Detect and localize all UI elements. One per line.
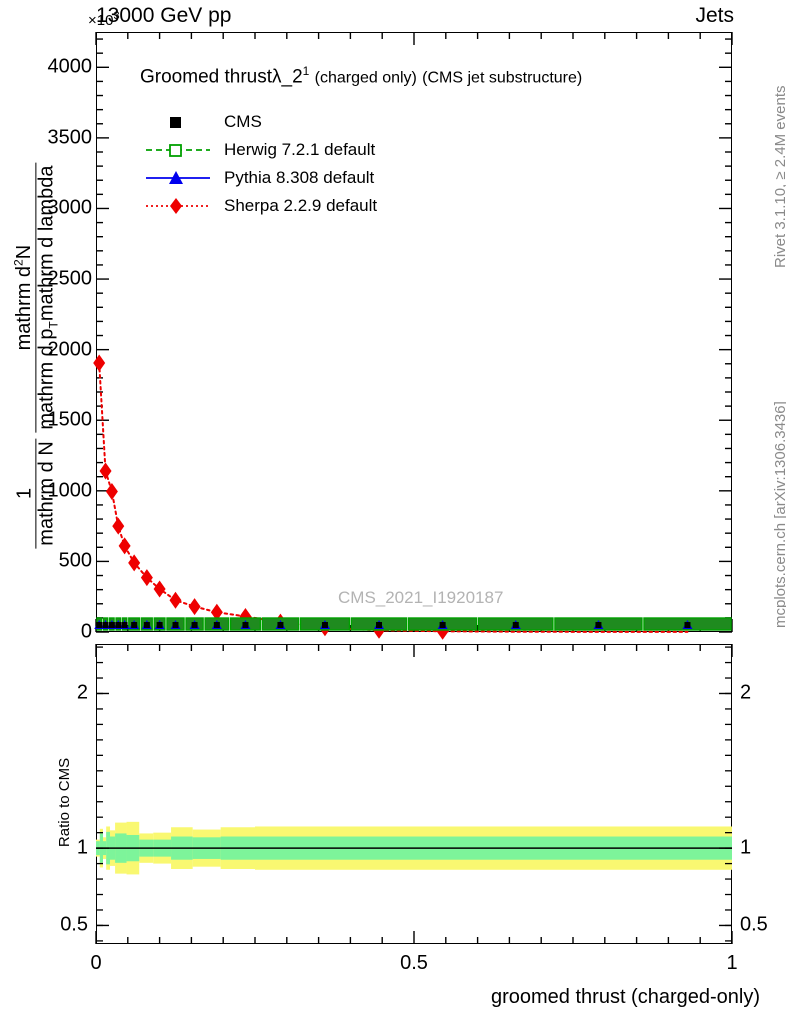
y-axis-tick-label: 500 xyxy=(58,549,92,572)
y-axis-tick-label: 3500 xyxy=(47,126,93,149)
ratio-y-tick-label-right: 1 xyxy=(740,836,752,859)
cms-data-point[interactable] xyxy=(512,622,519,628)
main-plot-panel xyxy=(96,32,732,632)
cms-data-point[interactable] xyxy=(242,622,249,628)
cms-data-point[interactable] xyxy=(376,622,383,628)
y-axis-tick-label: 0 xyxy=(80,620,92,643)
ratio-y-tick-label-left: 1 xyxy=(76,836,88,859)
y-axis-tick-label: 1500 xyxy=(47,408,93,431)
sherpa-data-point[interactable] xyxy=(112,517,125,535)
cms-data-point[interactable] xyxy=(115,622,122,628)
x-axis-tick-label: 1 xyxy=(726,952,738,974)
y-axis-title: 1 mathrm d N mathrm d2N mathrm d pTmathr… xyxy=(11,56,61,656)
cms-data-point[interactable] xyxy=(321,622,328,628)
sherpa-data-point[interactable] xyxy=(118,537,131,555)
legend-item-pythia[interactable]: Pythia 8.308 default xyxy=(146,164,377,192)
y-axis-title-container: 1 mathrm d N mathrm d2N mathrm d pTmathr… xyxy=(11,32,60,632)
y-axis-prefactor-denominator: mathrm d N xyxy=(35,441,58,546)
cms-data-point[interactable] xyxy=(96,622,103,628)
cms-data-point[interactable] xyxy=(595,622,602,628)
x-axis-tick-label: 0 xyxy=(90,952,102,974)
sherpa-data-point[interactable] xyxy=(105,483,118,501)
legend-label-cms: CMS xyxy=(224,112,262,131)
y-axis-dsym: mathrm d xyxy=(13,265,36,351)
cms-data-point[interactable] xyxy=(143,622,150,628)
y-axis-pt-sym: mathrm d p xyxy=(35,328,58,430)
sherpa-data-point[interactable] xyxy=(169,591,182,609)
cms-data-point[interactable] xyxy=(102,622,109,628)
legend-label-herwig: Herwig 7.2.1 default xyxy=(224,140,376,159)
y-axis-title-main-fraction: mathrm d2N mathrm d pTmathrm d lambda xyxy=(11,162,61,433)
y-axis-tick-label: 2500 xyxy=(47,267,93,290)
title-observable: λ_2 xyxy=(272,66,303,88)
x-axis-title: groomed thrust (charged-only) xyxy=(490,986,760,1008)
y-axis-tick-label: 1000 xyxy=(47,479,93,502)
y-axis-fraction-denominator: mathrm d pTmathrm d lambda xyxy=(35,163,61,433)
y-axis-tick-label: 4000 xyxy=(47,55,93,78)
x-axis-tick-label: 0.5 xyxy=(400,952,428,974)
ratio-y-tick-label-right: 2 xyxy=(740,681,752,704)
beam-energy-label: 13000 GeV pp xyxy=(96,4,232,27)
legend-key-cms xyxy=(146,112,210,132)
analysis-category-label: Jets xyxy=(695,4,734,27)
y-axis-pt-subscript: T xyxy=(46,321,61,329)
ratio-y-tick-label-right: 0.5 xyxy=(740,913,768,936)
cms-data-point[interactable] xyxy=(213,622,220,628)
sherpa-data-point[interactable] xyxy=(128,554,141,572)
cms-data-point[interactable] xyxy=(684,622,691,628)
legend: CMS Herwig 7.2.1 default Pythia 8.308 de… xyxy=(146,108,377,220)
sherpa-data-point[interactable] xyxy=(210,603,223,621)
cms-data-point[interactable] xyxy=(121,622,128,628)
y-axis-tick-label: 2000 xyxy=(47,338,93,361)
legend-item-herwig[interactable]: Herwig 7.2.1 default xyxy=(146,136,377,164)
y-axis-tick-label: 3000 xyxy=(47,196,93,219)
legend-key-sherpa xyxy=(146,196,210,216)
ratio-y-tick-label-left: 2 xyxy=(76,681,88,704)
cms-data-point[interactable] xyxy=(108,622,115,628)
y-axis-title-prefactor: 1 mathrm d N xyxy=(14,438,58,549)
y-axis-nsym: N xyxy=(13,244,36,260)
y-axis-dsym-power: 2 xyxy=(11,259,26,266)
legend-label-sherpa: Sherpa 2.2.9 default xyxy=(224,196,378,215)
sherpa-data-point[interactable] xyxy=(153,580,166,598)
y-axis-fraction-numerator: mathrm d2N xyxy=(11,162,37,433)
y-axis-lambda-sym: mathrm d lambda xyxy=(35,165,58,322)
page-title: Groomed thrustλ_21 (charged only) (CMS j… xyxy=(140,64,582,88)
mcplots-reference-caption: mcplots.cern.ch [arXiv:1306.3436] xyxy=(772,401,786,628)
cms-data-point[interactable] xyxy=(439,622,446,628)
ratio-axis-title: Ratio to CMS xyxy=(56,757,74,848)
title-qualifier: (charged only) xyxy=(314,69,417,87)
legend-item-sherpa[interactable]: Sherpa 2.2.9 default xyxy=(146,192,377,220)
sherpa-data-point[interactable] xyxy=(140,569,153,587)
sherpa-data-point[interactable] xyxy=(93,354,106,372)
legend-key-pythia xyxy=(146,168,210,188)
y-axis-tick-labels: 4000 3500 3000 2500 2000 1500 1000 500 0 xyxy=(0,32,93,643)
cms-data-point[interactable] xyxy=(172,622,179,628)
ratio-y-tick-label-left: 0.5 xyxy=(60,913,88,936)
sherpa-data-point[interactable] xyxy=(188,598,201,616)
title-main: Groomed thrust xyxy=(140,66,272,88)
title-observable-exponent: 1 xyxy=(302,64,310,78)
sherpa-data-point[interactable] xyxy=(99,462,112,480)
legend-key-herwig xyxy=(146,140,210,160)
cms-data-point[interactable] xyxy=(277,622,284,628)
y-axis-scale-multiplier: ×103 xyxy=(88,10,120,29)
title-source: (CMS jet substructure) xyxy=(422,69,583,87)
analysis-id-watermark: CMS_2021_I1920187 xyxy=(338,588,504,607)
legend-item-cms[interactable]: CMS xyxy=(146,108,377,136)
cms-data-point[interactable] xyxy=(131,622,138,628)
cms-data-point[interactable] xyxy=(191,622,198,628)
rivet-version-caption: Rivet 3.1.10, ≥ 2.4M events xyxy=(772,85,786,269)
y-axis-prefactor-numerator: 1 xyxy=(14,438,37,549)
legend-label-pythia: Pythia 8.308 default xyxy=(224,168,375,187)
cms-data-point[interactable] xyxy=(156,622,163,628)
